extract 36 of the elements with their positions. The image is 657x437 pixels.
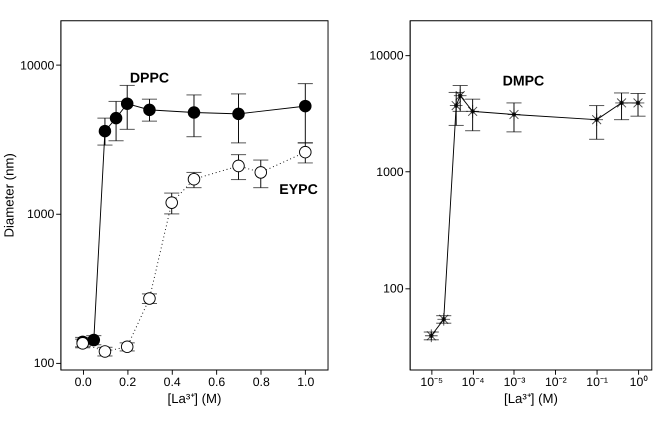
x-tick-label: 10⁻¹ — [586, 375, 608, 390]
point — [165, 196, 178, 209]
point — [299, 100, 312, 112]
x-tick-label: 0.8 — [252, 375, 270, 390]
x-axis-title: [La³⁺] (M) — [504, 391, 558, 406]
point — [254, 166, 268, 179]
x-axis-title: [La³⁺] (M) — [168, 391, 222, 406]
y-tick-label: 10000 — [369, 48, 404, 63]
point — [188, 106, 200, 119]
point — [188, 172, 200, 186]
point — [232, 108, 245, 120]
y-tick-label: 100 — [383, 281, 404, 296]
x-tick-label: 0.6 — [208, 375, 226, 390]
y-tick-label: 1000 — [376, 164, 404, 179]
y-tick-label: 10000 — [20, 58, 54, 72]
x-tick-label: 10⁻⁴ — [462, 375, 485, 390]
x-tick-label: 0.4 — [164, 375, 181, 390]
y-tick-label: 1000 — [26, 207, 54, 222]
series-label: DMPC — [502, 72, 544, 88]
x-tick-label: 0.2 — [119, 375, 136, 390]
x-tick-label: 10⁻³ — [504, 375, 526, 390]
y-axis-title: Diameter (nm) — [2, 153, 17, 238]
x-tick-label: 10⁰ — [630, 375, 648, 390]
point — [143, 104, 156, 116]
point — [120, 97, 134, 110]
point — [98, 124, 112, 138]
x-tick-label: 0.0 — [74, 375, 92, 390]
x-tick-label: 10⁻² — [544, 375, 567, 390]
series-label: DPPC — [130, 69, 170, 86]
x-tick-label: 10⁻⁵ — [420, 375, 444, 390]
point — [299, 146, 312, 158]
point — [232, 160, 245, 172]
series-label: EYPC — [279, 181, 318, 198]
x-tick-label: 1.0 — [297, 375, 314, 390]
point — [110, 112, 122, 124]
y-tick-label: 100 — [34, 356, 54, 370]
